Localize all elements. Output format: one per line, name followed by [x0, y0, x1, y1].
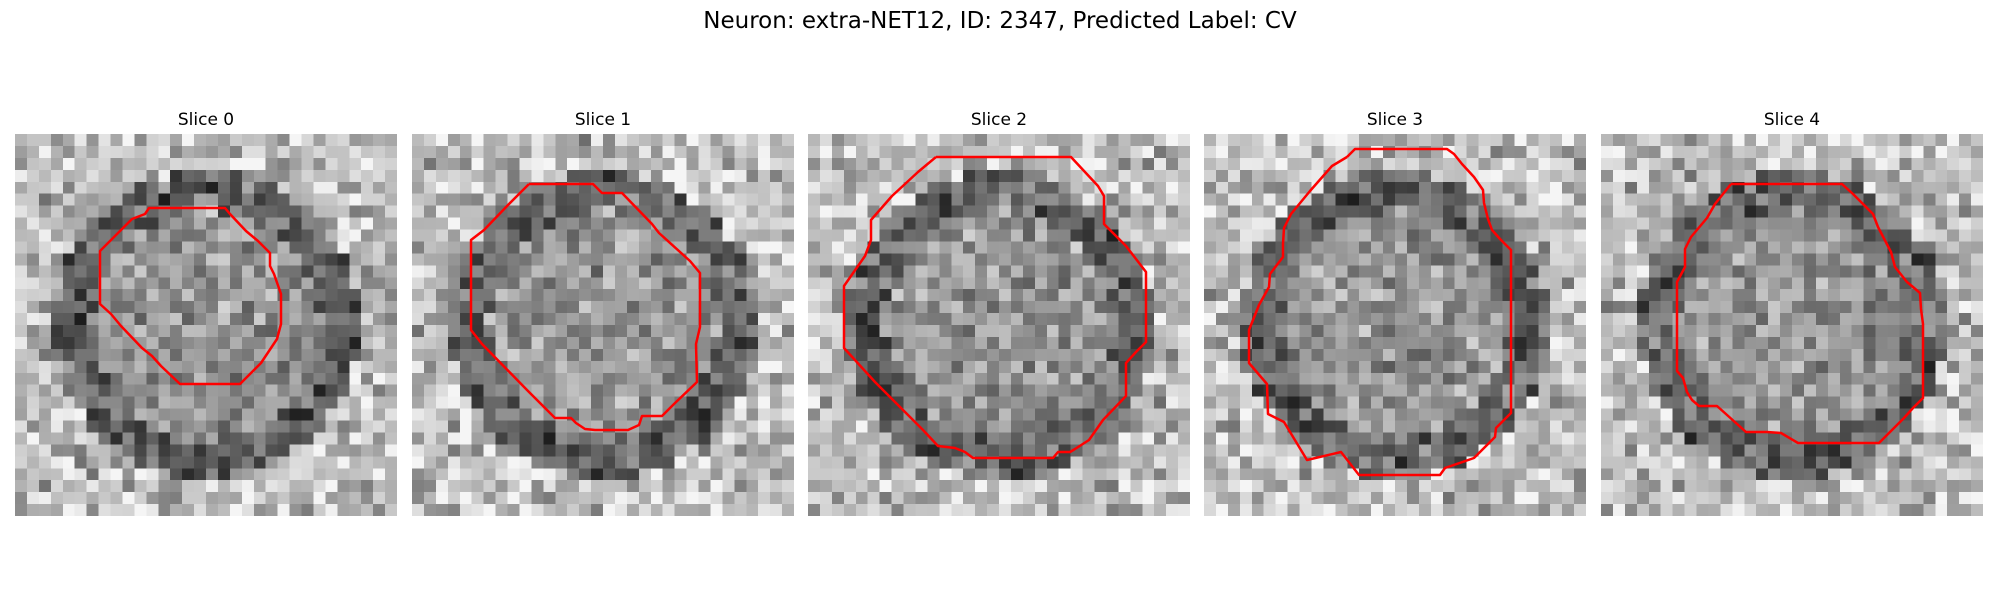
slice-title: Slice 0: [177, 110, 235, 130]
figure-title: Neuron: extra-NET12, ID: 2347, Predicted…: [703, 8, 1297, 34]
slice-image: [1601, 134, 1983, 516]
slice-panel-4: Slice 4: [1601, 108, 1983, 516]
slice-image: [412, 134, 794, 516]
slice-title: Slice 3: [1366, 110, 1424, 130]
slice-title: Slice 4: [1763, 110, 1821, 130]
cell-contour: [1675, 182, 1925, 445]
slice-panel-1: Slice 1: [412, 108, 794, 516]
slice-image: [1204, 134, 1586, 516]
cell-contour: [98, 206, 283, 386]
slice-title: Slice 1: [574, 110, 632, 130]
slice-title: Slice 2: [970, 110, 1028, 130]
slice-panel-2: Slice 2: [808, 108, 1190, 516]
cell-contour: [842, 155, 1148, 460]
slice-image: [808, 134, 1190, 516]
slice-panel-3: Slice 3: [1204, 108, 1586, 516]
cell-contour: [469, 182, 702, 432]
cell-contour: [1247, 147, 1513, 477]
slice-panel-0: Slice 0: [15, 108, 397, 516]
slice-image: [15, 134, 397, 516]
